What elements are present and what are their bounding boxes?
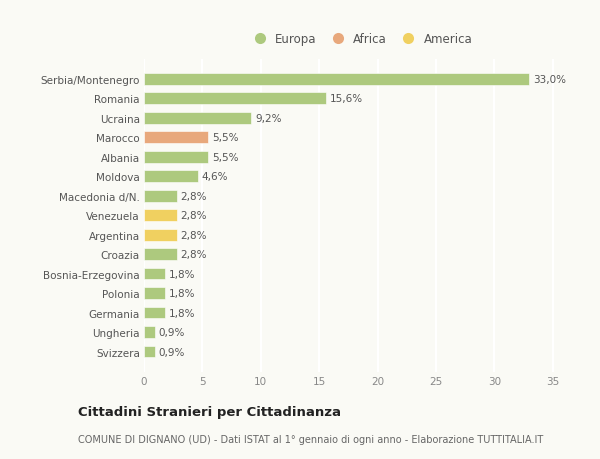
- Text: 15,6%: 15,6%: [329, 94, 363, 104]
- Text: 5,5%: 5,5%: [212, 152, 238, 162]
- Text: 2,8%: 2,8%: [180, 250, 206, 260]
- Text: 4,6%: 4,6%: [201, 172, 228, 182]
- Bar: [144, 230, 176, 241]
- Bar: [144, 190, 176, 202]
- Bar: [144, 132, 208, 144]
- Text: 9,2%: 9,2%: [255, 113, 281, 123]
- Bar: [144, 268, 165, 280]
- Text: 1,8%: 1,8%: [169, 269, 195, 279]
- Text: 2,8%: 2,8%: [180, 230, 206, 240]
- Bar: [144, 93, 326, 105]
- Bar: [144, 171, 198, 183]
- Text: COMUNE DI DIGNANO (UD) - Dati ISTAT al 1° gennaio di ogni anno - Elaborazione TU: COMUNE DI DIGNANO (UD) - Dati ISTAT al 1…: [78, 434, 543, 443]
- Text: 5,5%: 5,5%: [212, 133, 238, 143]
- Bar: [144, 249, 176, 260]
- Bar: [144, 346, 155, 358]
- Text: 33,0%: 33,0%: [533, 75, 566, 84]
- Bar: [144, 307, 165, 319]
- Bar: [144, 326, 155, 338]
- Text: 0,9%: 0,9%: [158, 347, 184, 357]
- Text: 1,8%: 1,8%: [169, 308, 195, 318]
- Bar: [144, 210, 176, 222]
- Bar: [144, 74, 529, 85]
- Bar: [144, 151, 208, 163]
- Legend: Europa, Africa, America: Europa, Africa, America: [243, 28, 477, 50]
- Text: 2,8%: 2,8%: [180, 191, 206, 202]
- Text: 2,8%: 2,8%: [180, 211, 206, 221]
- Bar: [144, 113, 251, 124]
- Text: 0,9%: 0,9%: [158, 327, 184, 337]
- Text: 1,8%: 1,8%: [169, 288, 195, 298]
- Text: Cittadini Stranieri per Cittadinanza: Cittadini Stranieri per Cittadinanza: [78, 405, 341, 419]
- Bar: [144, 288, 165, 299]
